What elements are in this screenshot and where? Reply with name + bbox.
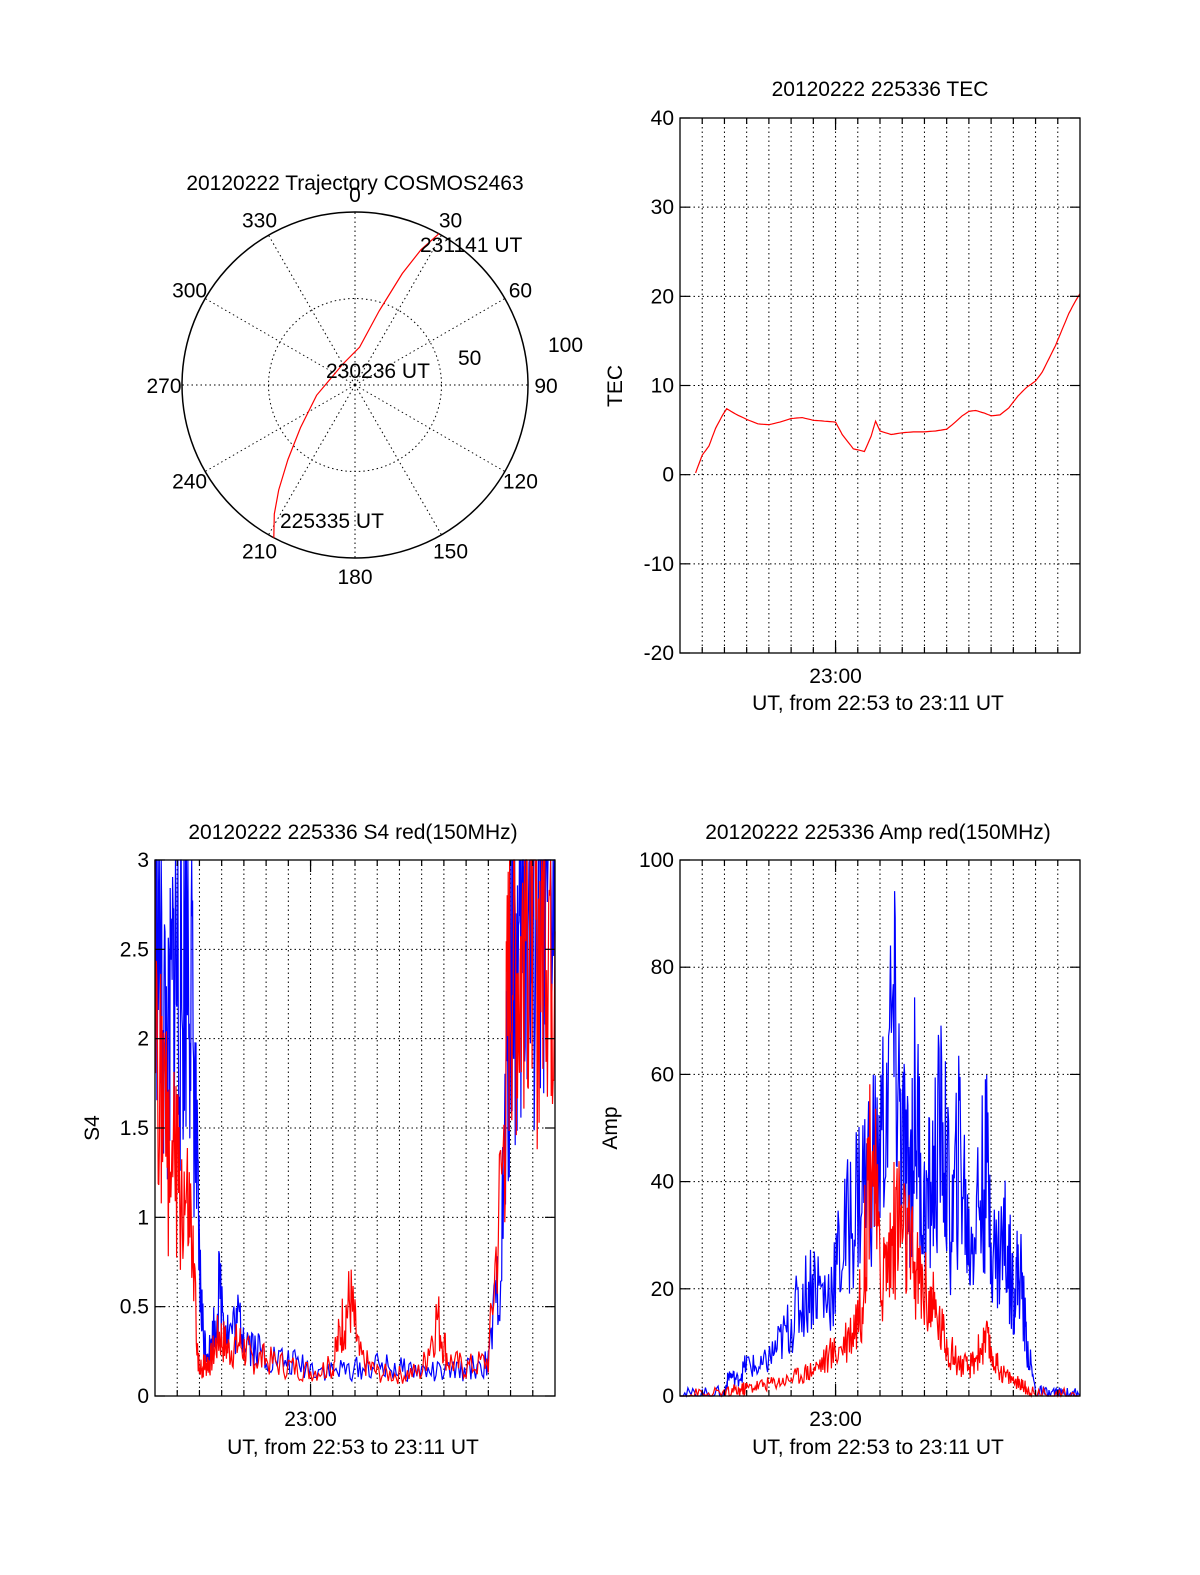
trajectory-spoke	[354, 234, 442, 386]
amp-y-axis-label: Amp	[599, 1106, 622, 1149]
s4-y-tick-label: 1	[137, 1206, 149, 1229]
tec-x-tick-label: 23:00	[809, 665, 862, 688]
trajectory-spoke	[354, 384, 442, 536]
tec-x-axis-label: UT, from 22:53 to 23:11 UT	[752, 692, 1004, 715]
tec-y-tick-label: 20	[651, 285, 674, 308]
trajectory-spoke	[204, 384, 356, 472]
tec-y-tick-label: 10	[651, 375, 674, 398]
amp-series-line-0	[680, 891, 1081, 1398]
amp-series	[680, 891, 1081, 1398]
trajectory-azimuth-label: 60	[509, 280, 532, 303]
trajectory-azimuth-label: 300	[172, 280, 207, 303]
trajectory-azimuth-label: 330	[242, 210, 277, 233]
amp-ticks: 0 20 40 60 80 100 23:00	[639, 849, 1080, 1431]
s4-ticks: 0 0.5 1 1.5 2 2.5 3 23:00	[120, 849, 555, 1431]
tec-ticks: -20 -10 0 10 20 30 40 23:00	[644, 107, 1080, 688]
s4-y-tick-label: 2.5	[120, 938, 149, 961]
tec-y-axis-label: TEC	[604, 365, 627, 407]
trajectory-end-annotation: 231141 UT	[420, 234, 523, 257]
trajectory-panel: 20120222 Trajectory COSMOS2463 0 30 60 90 12…	[146, 172, 583, 589]
tec-series-line-0	[695, 293, 1081, 474]
tec-y-tick-label: 30	[651, 196, 674, 219]
s4-x-tick-label: 23:00	[284, 1408, 337, 1431]
trajectory-radial-label: 100	[548, 334, 583, 357]
amp-x-tick-label: 23:00	[809, 1408, 862, 1431]
amp-x-axis-label: UT, from 22:53 to 23:11 UT	[752, 1436, 1004, 1459]
tec-y-tick-label: -10	[644, 553, 674, 576]
trajectory-azimuth-label: 210	[242, 540, 277, 563]
trajectory-spoke	[354, 384, 506, 472]
trajectory-middle-annotation: 230236 UT	[326, 360, 430, 383]
tec-grid	[680, 118, 1080, 653]
s4-y-tick-label: 1.5	[120, 1117, 149, 1140]
amp-y-tick-label: 20	[651, 1278, 674, 1301]
trajectory-horizon-circle	[181, 211, 529, 559]
s4-y-tick-label: 3	[137, 849, 149, 872]
s4-title: 20120222 225336 S4 red(150MHz)	[188, 821, 517, 844]
trajectory-spoke	[204, 298, 356, 386]
trajectory-series	[273, 233, 440, 538]
trajectory-spoke	[268, 234, 356, 386]
s4-y-axis-label: S4	[81, 1115, 104, 1141]
trajectory-curve	[273, 233, 440, 538]
trajectory-azimuth-label: 90	[534, 375, 557, 398]
amp-y-tick-label: 40	[651, 1171, 674, 1194]
trajectory-azimuth-label: 120	[503, 471, 538, 494]
tec-y-tick-label: -20	[644, 642, 674, 665]
amp-y-tick-label: 60	[651, 1063, 674, 1086]
s4-y-tick-label: 0.5	[120, 1296, 149, 1319]
tec-y-tick-label: 40	[651, 107, 674, 130]
trajectory-grid	[182, 212, 528, 558]
trajectory-spoke	[268, 384, 356, 536]
trajectory-spoke	[354, 298, 506, 386]
trajectory-title: 20120222 Trajectory COSMOS2463	[186, 172, 523, 195]
s4-x-axis-label: UT, from 22:53 to 23:11 UT	[227, 1436, 479, 1459]
tec-series	[695, 293, 1081, 474]
s4-y-tick-label: 0	[137, 1385, 149, 1408]
amp-y-tick-label: 0	[662, 1385, 674, 1408]
trajectory-start-annotation: 225335 UT	[280, 510, 384, 533]
trajectory-azimuth-label: 0	[349, 184, 361, 207]
amp-panel: 20120222 225336 Amp red(150MHz) 0 20 40 60 8…	[599, 821, 1081, 1459]
trajectory-azimuth-label: 270	[146, 375, 181, 398]
tec-y-tick-label: 0	[662, 464, 674, 487]
s4-y-tick-label: 2	[137, 1028, 149, 1051]
amp-y-tick-label: 100	[639, 849, 674, 872]
trajectory-azimuth-labels: 0 30 60 90 120 150 180 210 240 270 300 330 50 100	[146, 184, 583, 589]
trajectory-azimuth-label: 180	[337, 566, 372, 589]
trajectory-azimuth-label: 30	[439, 210, 462, 233]
tec-panel: 20120222 225336 TEC -20 -10 0 10 20 30 40 23:00…	[604, 78, 1081, 715]
trajectory-azimuth-label: 150	[433, 540, 468, 563]
trajectory-radial-label: 50	[458, 347, 481, 370]
amp-y-tick-label: 80	[651, 956, 674, 979]
s4-series-line-1	[154, 858, 556, 1385]
tec-title: 20120222 225336 TEC	[772, 78, 989, 101]
amp-series-line-1	[680, 1084, 1081, 1398]
amp-title: 20120222 225336 Amp red(150MHz)	[705, 821, 1051, 844]
trajectory-azimuth-label: 240	[172, 471, 207, 494]
s4-panel: 20120222 225336 S4 red(150MHz) 0 0.5 1 1.5 2…	[81, 821, 556, 1459]
